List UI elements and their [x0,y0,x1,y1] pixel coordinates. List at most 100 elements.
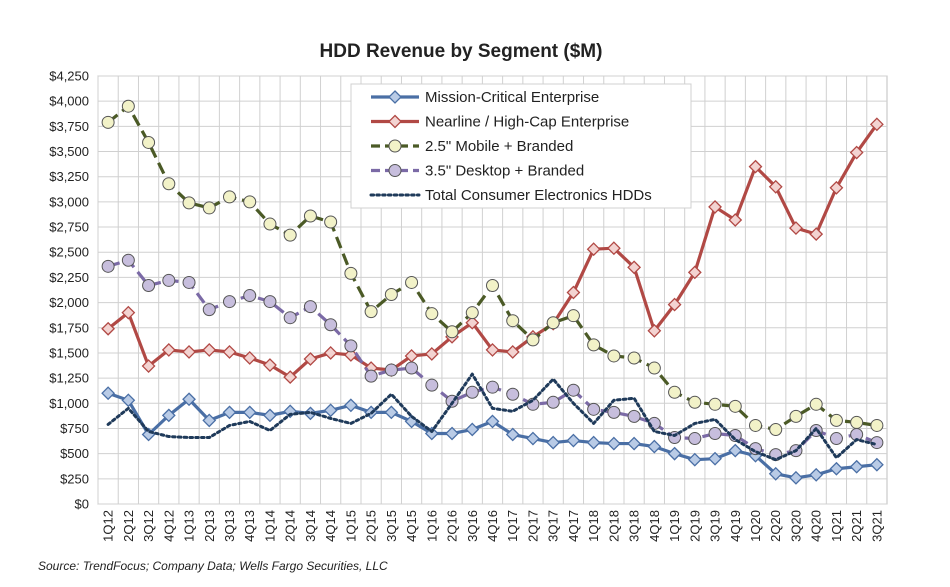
data-point [243,195,257,209]
y-tick-label: $500 [60,446,89,461]
data-point [668,385,682,399]
data-point [728,213,743,227]
data-point [223,295,236,309]
data-point [829,413,843,427]
data-point [708,451,722,466]
legend-item: Mission-Critical Enterprise [371,89,599,106]
data-point [343,398,358,413]
data-point [627,409,641,423]
data-point [445,325,459,339]
data-point [486,380,499,394]
data-point [283,311,297,325]
data-point [303,300,317,314]
x-tick-label: 4Q16 [485,510,500,542]
data-point [101,259,115,273]
data-point [465,306,479,320]
data-point [121,253,135,267]
x-tick-label: 3Q19 [708,510,723,542]
y-tick-label: $3,000 [49,194,89,209]
x-tick-label: 2Q20 [768,510,783,542]
data-point [303,352,318,366]
data-point [486,278,499,292]
data-point [546,316,560,330]
x-tick-label: 1Q18 [586,510,601,542]
data-point [566,309,580,323]
data-point [182,345,196,359]
data-point [748,159,763,174]
data-point [526,333,540,347]
legend-label: 3.5" Desktop + Branded [425,163,584,180]
legend-label: 2.5" Mobile + Branded [425,138,573,155]
y-tick-label: $3,750 [49,119,89,134]
data-point [263,408,277,423]
data-point [687,452,702,467]
data-point [121,99,135,113]
data-point [849,145,864,160]
data-point [465,422,480,437]
data-point [667,297,682,312]
data-point [242,405,257,420]
y-tick-label: $1,000 [49,396,89,411]
x-tick-label: 3Q20 [788,510,803,542]
data-point [546,435,561,450]
y-tick-label: $3,250 [49,169,89,184]
x-tick-label: 3Q13 [222,510,237,542]
data-point [789,470,803,485]
data-point [343,348,358,362]
y-tick-label: $4,000 [49,94,89,109]
series-2 [101,99,884,436]
y-tick-label: $0 [75,497,89,512]
x-tick-label: 2Q17 [525,510,540,542]
x-tick-label: 4Q13 [242,510,257,542]
data-point [324,215,338,229]
data-point [303,209,317,223]
data-point [405,361,419,375]
data-point [405,275,419,289]
data-point [323,346,338,360]
data-point [202,413,217,428]
data-point [202,201,216,215]
data-point [384,363,398,377]
x-tick-label: 3Q17 [546,510,561,542]
x-tick-label: 2Q12 [121,510,136,542]
x-tick-label: 3Q12 [141,510,156,542]
data-point [425,378,439,392]
x-tick-label: 1Q20 [748,510,763,542]
legend-marker [388,90,402,104]
legend: Mission-Critical Enterprise Nearline / Hi… [350,83,692,209]
data-point [526,431,540,446]
data-point [222,405,237,420]
data-point [161,408,176,423]
data-point [283,370,298,385]
data-point [566,433,581,448]
data-point [506,387,520,401]
x-tick-label: 4Q18 [647,510,662,542]
x-tick-label: 4Q15 [404,510,419,542]
series-line [106,372,879,462]
data-point [223,190,236,204]
data-point [324,318,338,332]
x-tick-label: 1Q17 [505,510,520,542]
x-tick-label: 3Q21 [869,510,884,542]
data-point [161,343,176,357]
x-tick-label: 4Q20 [809,510,824,542]
data-point [121,305,136,320]
x-axis: 1Q12 2Q12 3Q12 4Q12 1Q13 2Q13 3Q13 4Q13 1Q14 2Q14… [101,510,885,542]
data-point [344,266,358,280]
data-point [586,242,601,257]
data-point [607,405,621,419]
x-tick-label: 3Q16 [465,510,480,542]
data-point [424,347,439,361]
data-point [445,426,459,441]
data-point [708,199,722,214]
data-point [384,288,398,302]
data-point [809,227,824,242]
data-point [242,351,257,365]
data-point [829,461,844,476]
x-tick-label: 4Q12 [161,510,176,542]
data-point [323,403,338,418]
data-point [465,315,480,330]
y-tick-label: $2,500 [49,245,89,260]
x-tick-label: 2Q16 [445,510,460,542]
